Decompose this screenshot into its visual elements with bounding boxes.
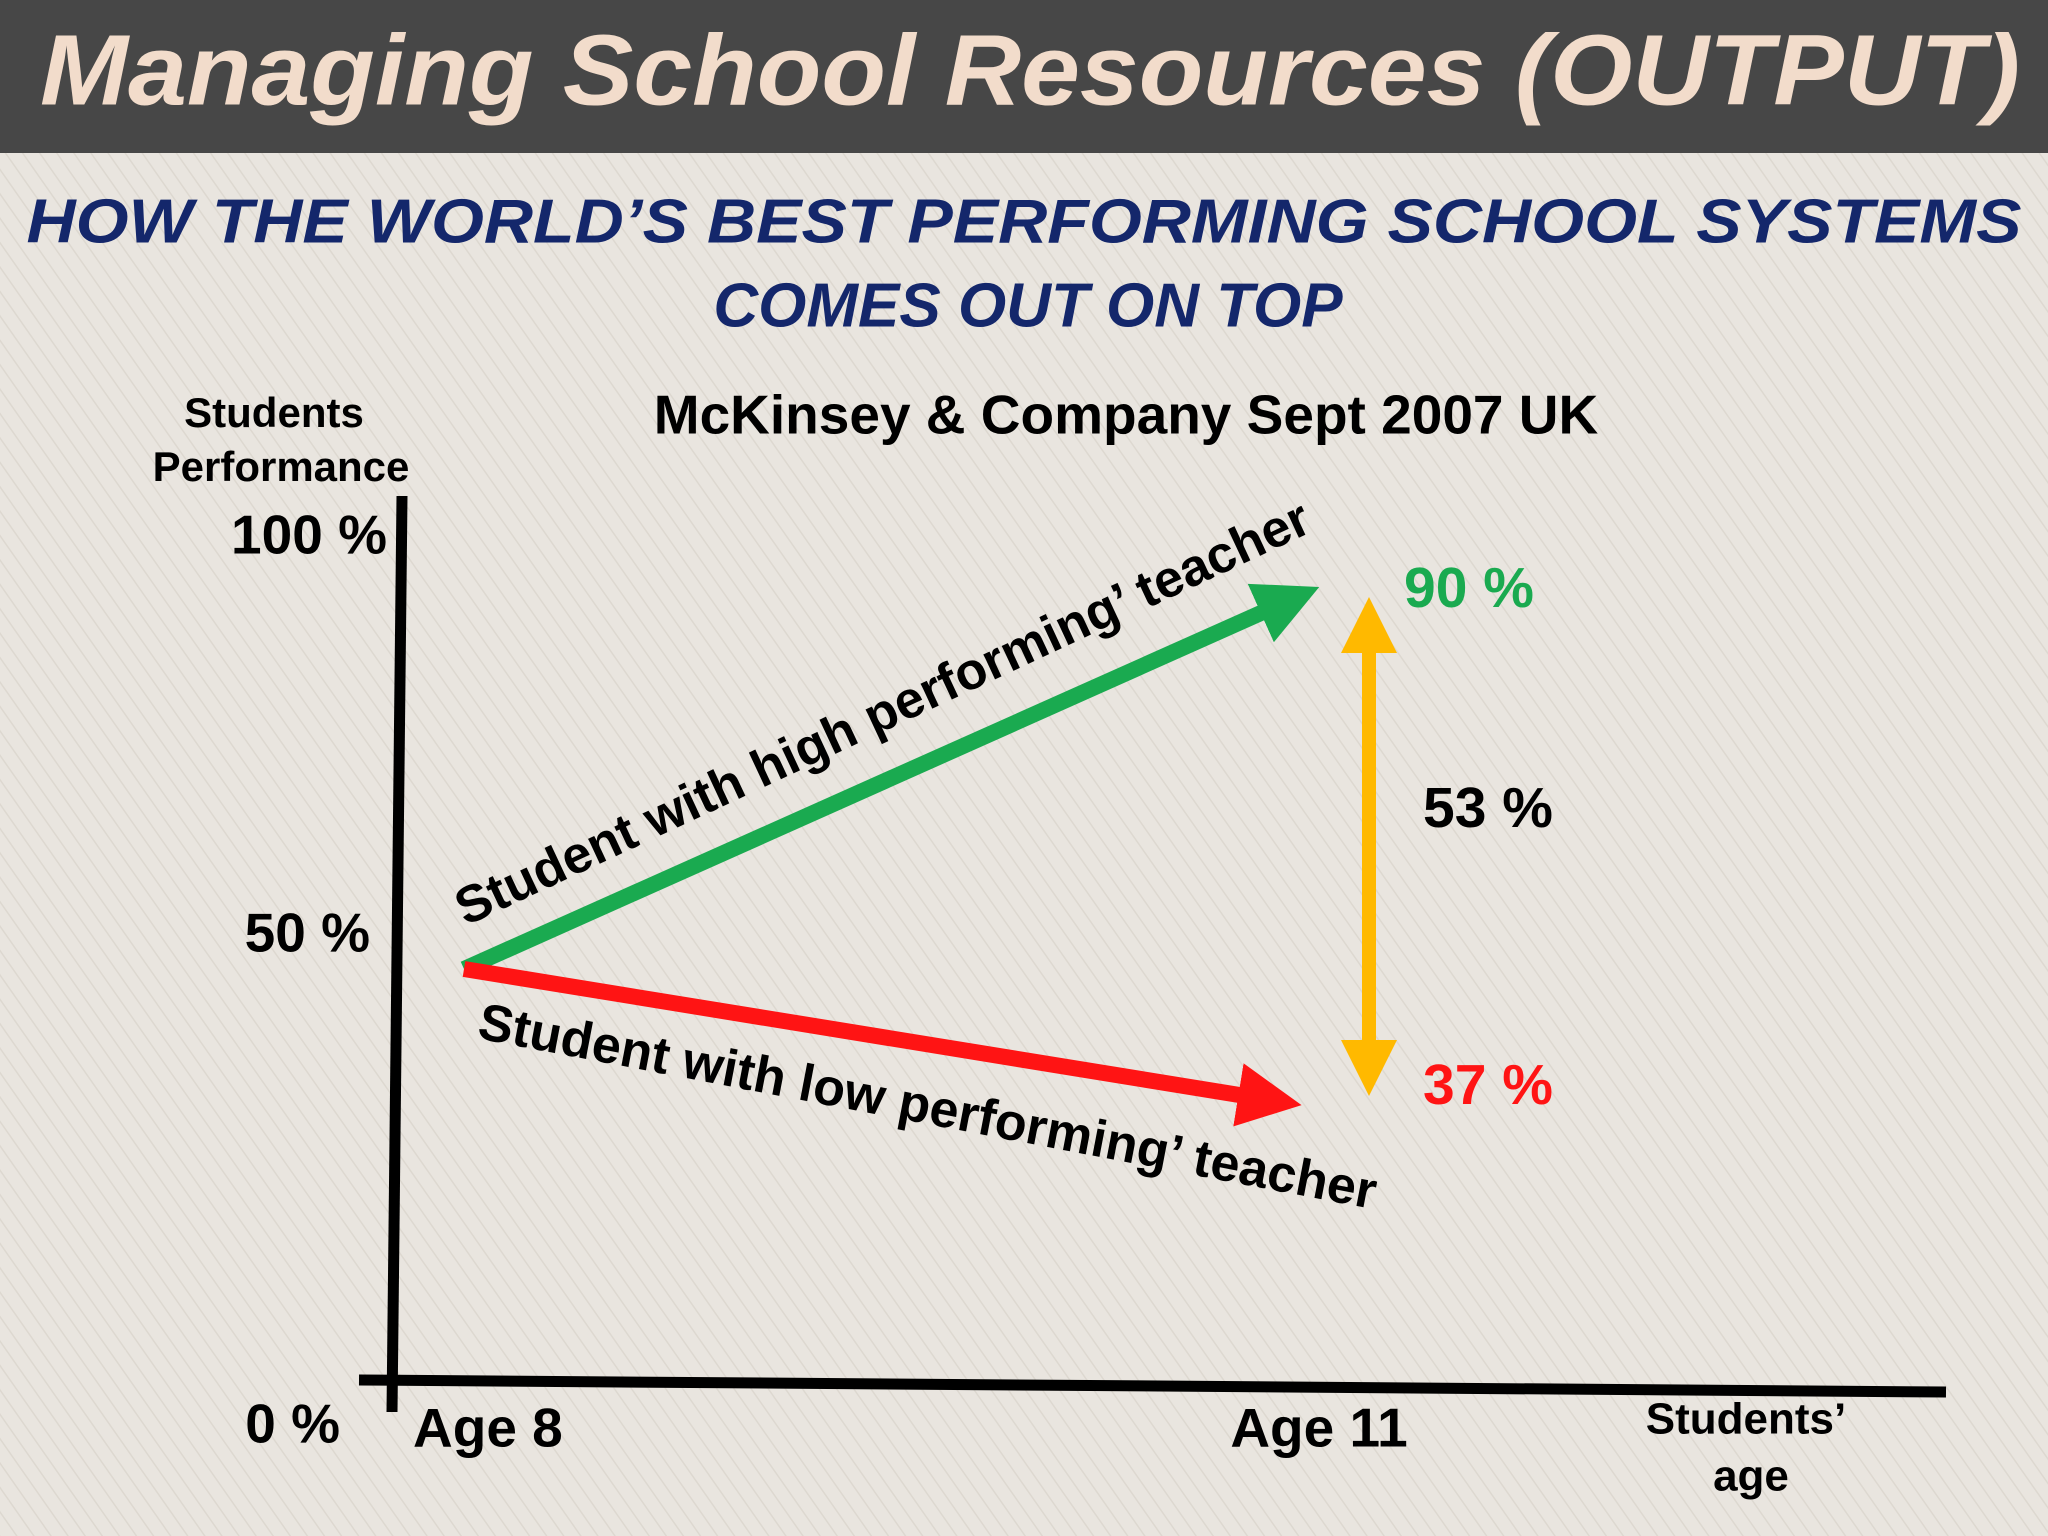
subtitle-line: COMES OUT ON TOP	[713, 271, 1343, 340]
subtitle-line: HOW THE WORLD’S BEST PERFORMING SCHOOL S…	[27, 187, 2022, 256]
y-axis-label: Students	[184, 389, 364, 436]
x-tick-label: Age 8	[413, 1397, 563, 1459]
y-tick-label: 50 %	[245, 902, 370, 964]
y-axis	[386, 495, 408, 1413]
source: McKinsey & Company Sept 2007 UK	[654, 384, 1599, 446]
low-value: 37 %	[1423, 1053, 1553, 1117]
y-tick-label: 100 %	[231, 504, 387, 566]
gap-value: 53 %	[1423, 776, 1553, 840]
header-bar	[0, 0, 2048, 153]
low-arrow	[462, 961, 1302, 1127]
x-axis	[358, 1374, 1947, 1398]
y-tick-label: 0 %	[245, 1393, 340, 1455]
x-axis-label: Students’	[1646, 1395, 1846, 1444]
header-title: Managing School Resources (OUTPUT)	[40, 14, 2020, 126]
x-tick-label: Age 11	[1230, 1397, 1407, 1459]
x-axis-label: age	[1713, 1452, 1789, 1501]
y-axis-label: Performance	[153, 443, 410, 490]
high-value: 90 %	[1404, 556, 1534, 620]
high-arrow	[460, 583, 1320, 977]
